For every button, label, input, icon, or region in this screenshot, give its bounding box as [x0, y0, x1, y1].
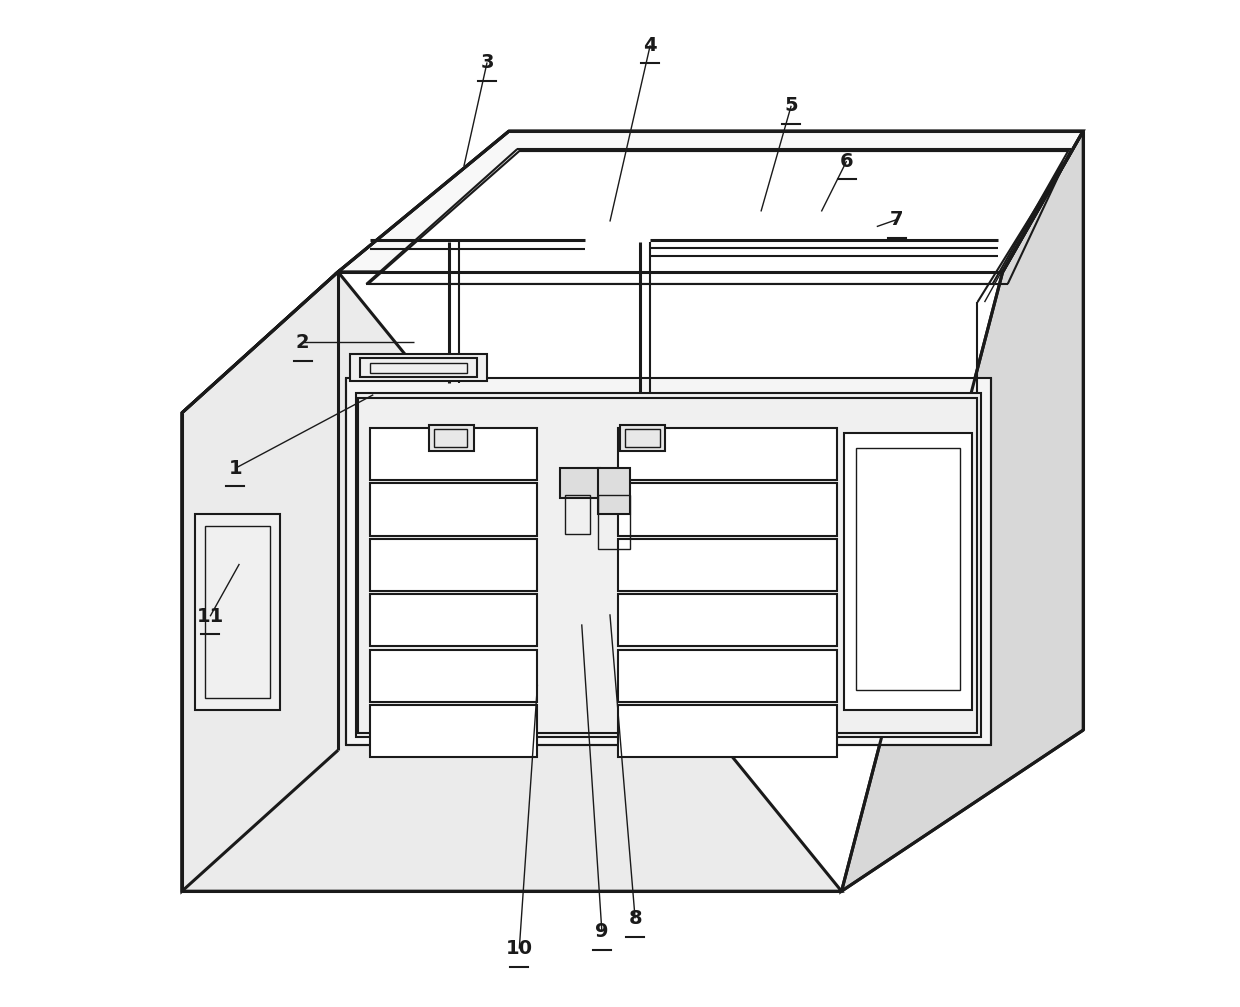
Polygon shape — [371, 483, 537, 536]
Polygon shape — [195, 514, 280, 710]
Polygon shape — [618, 594, 837, 646]
Polygon shape — [182, 272, 339, 891]
Text: 7: 7 — [890, 210, 904, 229]
Polygon shape — [559, 468, 600, 498]
Polygon shape — [371, 705, 537, 757]
Polygon shape — [346, 378, 991, 745]
Text: 11: 11 — [196, 607, 223, 625]
Polygon shape — [429, 425, 474, 451]
Polygon shape — [371, 594, 537, 646]
Polygon shape — [620, 425, 666, 451]
Polygon shape — [618, 539, 837, 591]
Polygon shape — [350, 354, 487, 381]
Text: 1: 1 — [228, 459, 242, 477]
Polygon shape — [371, 539, 537, 591]
Polygon shape — [618, 705, 837, 757]
Polygon shape — [598, 468, 630, 514]
Text: 3: 3 — [480, 53, 494, 71]
Polygon shape — [371, 650, 537, 702]
Text: 8: 8 — [629, 909, 642, 927]
Text: 6: 6 — [839, 152, 853, 170]
Text: 9: 9 — [595, 922, 609, 941]
Polygon shape — [618, 428, 837, 480]
Polygon shape — [182, 272, 842, 891]
Text: 10: 10 — [506, 940, 533, 958]
Text: 4: 4 — [644, 36, 657, 54]
Polygon shape — [356, 393, 981, 737]
Polygon shape — [371, 428, 537, 480]
Polygon shape — [618, 483, 837, 536]
Text: 5: 5 — [785, 97, 799, 115]
Text: 2: 2 — [296, 333, 310, 351]
Polygon shape — [368, 151, 1068, 284]
Polygon shape — [339, 131, 1084, 272]
Polygon shape — [842, 131, 1084, 891]
Polygon shape — [618, 650, 837, 702]
Polygon shape — [843, 433, 972, 710]
